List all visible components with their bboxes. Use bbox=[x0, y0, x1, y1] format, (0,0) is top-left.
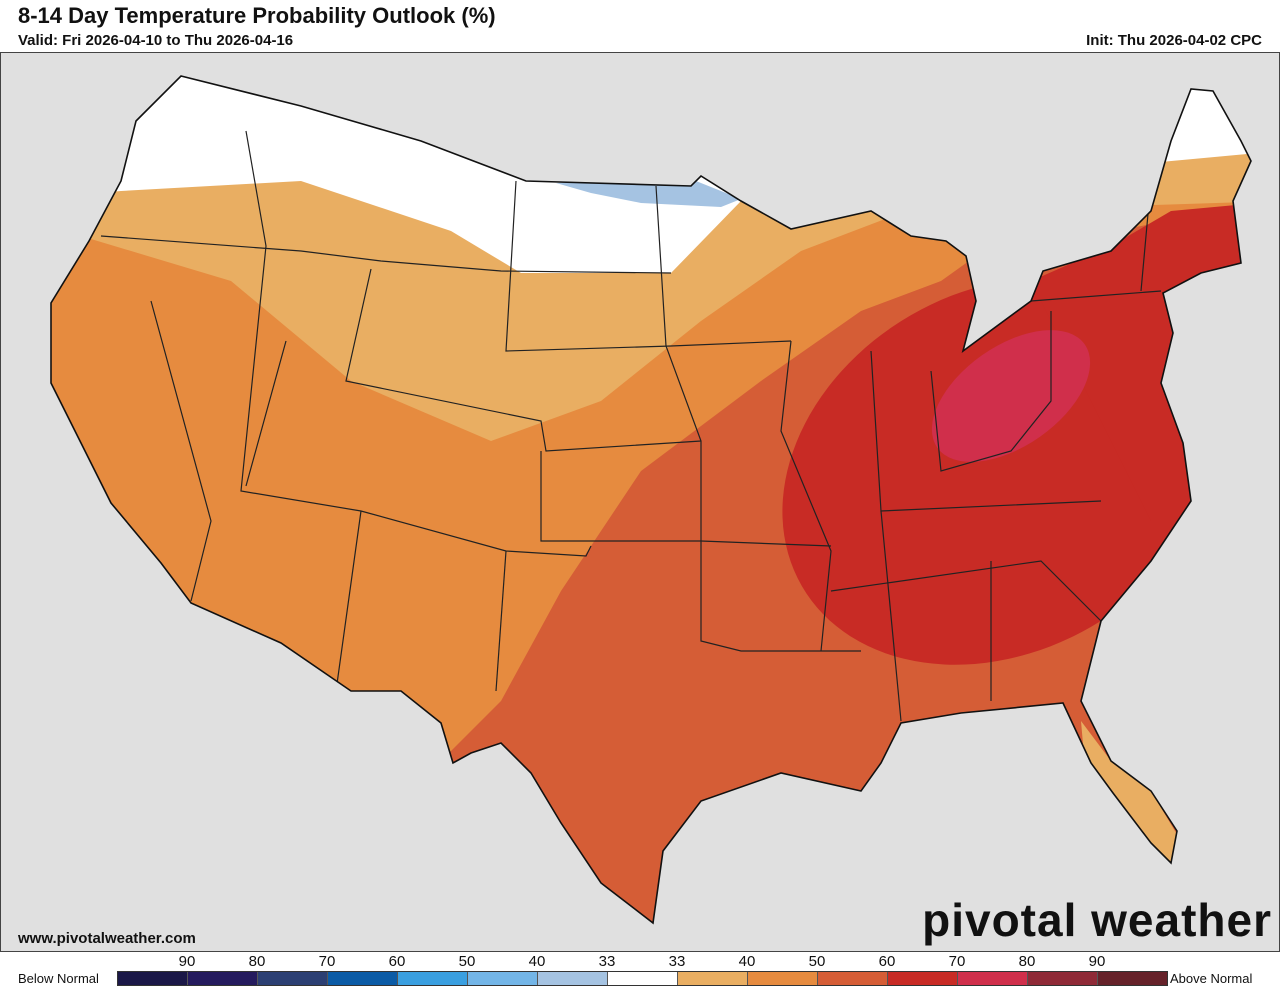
legend-tick-label: 40 bbox=[528, 953, 546, 970]
outlook-map bbox=[0, 52, 1280, 952]
legend-swatch bbox=[328, 972, 398, 985]
legend-swatch bbox=[678, 972, 748, 985]
page-title: 8-14 Day Temperature Probability Outlook… bbox=[18, 3, 496, 28]
legend-swatch bbox=[468, 972, 538, 985]
legend-tick-label: 40 bbox=[738, 953, 756, 970]
legend-tick-label: 33 bbox=[598, 953, 616, 970]
legend-tick-label: 60 bbox=[878, 953, 896, 970]
legend-tick-label: 60 bbox=[388, 953, 406, 970]
legend-tick-label: 33 bbox=[668, 953, 686, 970]
legend-swatch bbox=[748, 972, 818, 985]
valid-range: Valid: Fri 2026-04-10 to Thu 2026-04-16 bbox=[18, 32, 294, 49]
legend-swatch bbox=[608, 972, 678, 985]
legend-above-label: Above Normal bbox=[1170, 971, 1253, 986]
init-time: Init: Thu 2026-04-02 CPC bbox=[1086, 32, 1262, 49]
legend-tick-label: 90 bbox=[178, 953, 196, 970]
legend-swatch bbox=[818, 972, 888, 985]
region-below-33-40 bbox=[556, 179, 741, 207]
legend-tick-label: 70 bbox=[948, 953, 966, 970]
legend-swatch bbox=[1028, 972, 1098, 985]
legend-swatch bbox=[888, 972, 958, 985]
source-url: www.pivotalweather.com bbox=[18, 930, 196, 947]
legend-swatch bbox=[258, 972, 328, 985]
legend-swatch bbox=[1098, 972, 1167, 985]
legend-tick-label: 50 bbox=[458, 953, 476, 970]
pivotal-weather-logo: pivotal weather bbox=[922, 894, 1272, 946]
legend-tick-label: 80 bbox=[248, 953, 266, 970]
legend-tick-label: 90 bbox=[1088, 953, 1106, 970]
legend-swatch bbox=[188, 972, 258, 985]
legend-swatch bbox=[538, 972, 608, 985]
legend-swatch bbox=[398, 972, 468, 985]
legend-below-label: Below Normal bbox=[18, 971, 99, 986]
color-legend: Below Normal 90 80 70 60 50 40 33 33 40 50 60 70 80 9… bbox=[0, 952, 1280, 989]
legend-bar bbox=[117, 971, 1168, 986]
legend-swatch bbox=[118, 972, 188, 985]
legend-tick-label: 70 bbox=[318, 953, 336, 970]
legend-swatch bbox=[958, 972, 1028, 985]
legend-tick-label: 80 bbox=[1018, 953, 1036, 970]
map-svg bbox=[50, 75, 1252, 924]
state-borders bbox=[100, 130, 1162, 722]
legend-tick-label: 50 bbox=[808, 953, 826, 970]
